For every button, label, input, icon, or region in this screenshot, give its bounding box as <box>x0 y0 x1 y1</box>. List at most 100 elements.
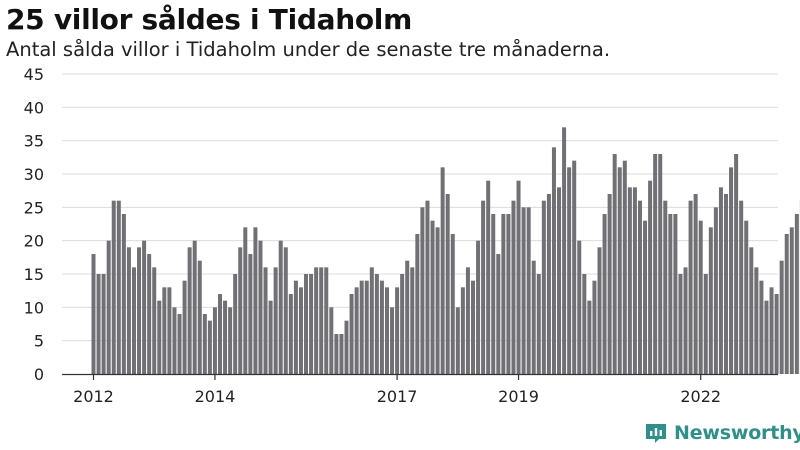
bar <box>263 267 268 374</box>
bar <box>450 234 455 374</box>
bar <box>496 254 501 374</box>
bar <box>648 180 653 374</box>
bar <box>207 320 212 374</box>
bar <box>718 187 723 374</box>
bar <box>769 287 774 374</box>
bar <box>101 274 106 374</box>
bar <box>582 274 587 374</box>
bar <box>131 267 136 374</box>
bar <box>167 287 172 374</box>
bar <box>273 267 278 374</box>
bar <box>572 160 577 374</box>
bar <box>455 307 460 374</box>
bar <box>309 274 314 374</box>
bar <box>359 280 364 374</box>
bar <box>658 154 663 374</box>
newsworthy-logo: Newsworthy <box>644 420 800 446</box>
bar <box>187 247 192 374</box>
bar <box>663 200 668 374</box>
bar <box>182 280 187 374</box>
bar <box>794 214 799 374</box>
bar <box>729 167 734 374</box>
y-tick-label: 40 <box>24 98 44 117</box>
bar <box>739 200 744 374</box>
bar <box>541 200 546 374</box>
bar <box>233 274 238 374</box>
y-tick-label: 20 <box>24 232 44 251</box>
bar <box>304 274 309 374</box>
bar <box>516 180 521 374</box>
x-tick-label: 2017 <box>377 387 418 406</box>
bar <box>374 274 379 374</box>
bar <box>724 194 728 374</box>
bar <box>511 200 516 374</box>
bar <box>147 254 152 374</box>
bar <box>703 274 708 374</box>
bar <box>172 307 177 374</box>
x-tick-label: 2019 <box>498 387 539 406</box>
bar <box>192 240 197 374</box>
newsworthy-logo-icon <box>646 424 666 443</box>
bar <box>293 280 298 374</box>
bar <box>683 267 688 374</box>
bar <box>506 214 511 374</box>
bar <box>678 274 683 374</box>
x-tick-label: 2014 <box>195 387 236 406</box>
bar <box>415 234 420 374</box>
bar <box>607 194 612 374</box>
bar <box>774 294 779 374</box>
bar <box>329 307 334 374</box>
bar <box>106 240 111 374</box>
bar <box>253 227 258 374</box>
bar <box>344 320 349 374</box>
bar <box>410 267 415 374</box>
bar <box>364 280 369 374</box>
bar <box>632 187 637 374</box>
bar <box>734 154 739 374</box>
bar <box>228 307 233 374</box>
bar <box>319 267 324 374</box>
bar <box>637 200 642 374</box>
bar <box>197 260 202 374</box>
bar <box>779 260 784 374</box>
bar <box>243 227 248 374</box>
y-tick-label: 30 <box>24 165 44 184</box>
bar <box>435 227 440 374</box>
bar <box>96 274 101 374</box>
bar <box>713 207 718 374</box>
bar <box>708 227 713 374</box>
bar <box>91 254 96 374</box>
bar <box>223 300 228 374</box>
y-tick-label: 0 <box>34 365 44 384</box>
bar <box>445 194 450 374</box>
bar <box>653 154 658 374</box>
bar <box>121 214 126 374</box>
bar <box>557 187 562 374</box>
bar <box>460 287 465 374</box>
bar <box>268 300 273 374</box>
bar <box>491 214 496 374</box>
bar <box>218 294 222 374</box>
bar <box>749 247 754 374</box>
bar <box>248 254 253 374</box>
bar <box>390 307 395 374</box>
bar <box>592 280 597 374</box>
bar <box>476 240 481 374</box>
bar <box>587 300 592 374</box>
bar <box>116 200 121 374</box>
bar <box>622 160 627 374</box>
bar <box>298 287 303 374</box>
bar <box>521 207 526 374</box>
bar <box>693 194 698 374</box>
bar <box>551 147 556 374</box>
bar <box>400 274 405 374</box>
bar <box>546 194 551 374</box>
bar <box>379 280 384 374</box>
bar <box>137 247 142 374</box>
bar <box>111 200 116 374</box>
bar <box>688 200 693 374</box>
bar <box>486 180 491 374</box>
bar <box>673 214 678 374</box>
bar <box>612 154 617 374</box>
